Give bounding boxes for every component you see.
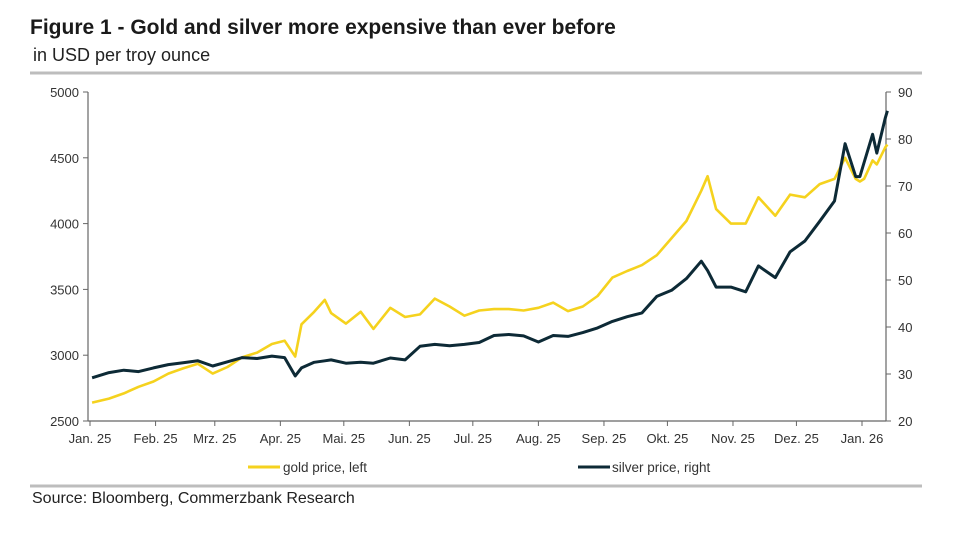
- legend-label-silver: silver price, right: [612, 460, 711, 475]
- right-tick-label: 60: [898, 226, 912, 241]
- x-tick-label: Feb. 25: [134, 431, 178, 446]
- x-tick-label: Dez. 25: [774, 431, 819, 446]
- right-tick-label: 70: [898, 179, 912, 194]
- left-tick-label: 3000: [50, 348, 79, 363]
- x-tick-label: Aug. 25: [516, 431, 561, 446]
- source-note: Source: Bloomberg, Commerzbank Research: [32, 490, 355, 507]
- right-tick-label: 30: [898, 367, 912, 382]
- x-tick-label: Jun. 25: [388, 431, 431, 446]
- legend: gold price, left silver price, right: [248, 460, 711, 475]
- left-tick-label: 4500: [50, 151, 79, 166]
- x-tick-label: Apr. 25: [260, 431, 301, 446]
- x-tick-label: Jan. 26: [841, 431, 884, 446]
- x-tick-label: Sep. 25: [582, 431, 627, 446]
- x-tick-label: Okt. 25: [646, 431, 688, 446]
- right-tick-label: 40: [898, 320, 912, 335]
- right-tick-label: 20: [898, 414, 912, 429]
- left-tick-label: 4000: [50, 217, 79, 232]
- right-tick-label: 80: [898, 132, 912, 147]
- x-tick-label: Nov. 25: [711, 431, 755, 446]
- legend-label-gold: gold price, left: [283, 460, 367, 475]
- silver-price-line: [91, 110, 889, 380]
- chart-title: Figure 1 - Gold and silver more expensiv…: [30, 16, 616, 39]
- x-tick-label: Jan. 25: [69, 431, 112, 446]
- x-tick-label: Mai. 25: [322, 431, 365, 446]
- left-tick-label: 3500: [50, 282, 79, 297]
- right-tick-label: 50: [898, 273, 912, 288]
- x-tick-label: Mrz. 25: [193, 431, 236, 446]
- x-tick-label: Jul. 25: [454, 431, 492, 446]
- left-tick-label: 5000: [50, 85, 79, 100]
- left-tick-label: 2500: [50, 414, 79, 429]
- right-tick-label: 90: [898, 85, 912, 100]
- chart-subtitle: in USD per troy ounce: [33, 45, 211, 65]
